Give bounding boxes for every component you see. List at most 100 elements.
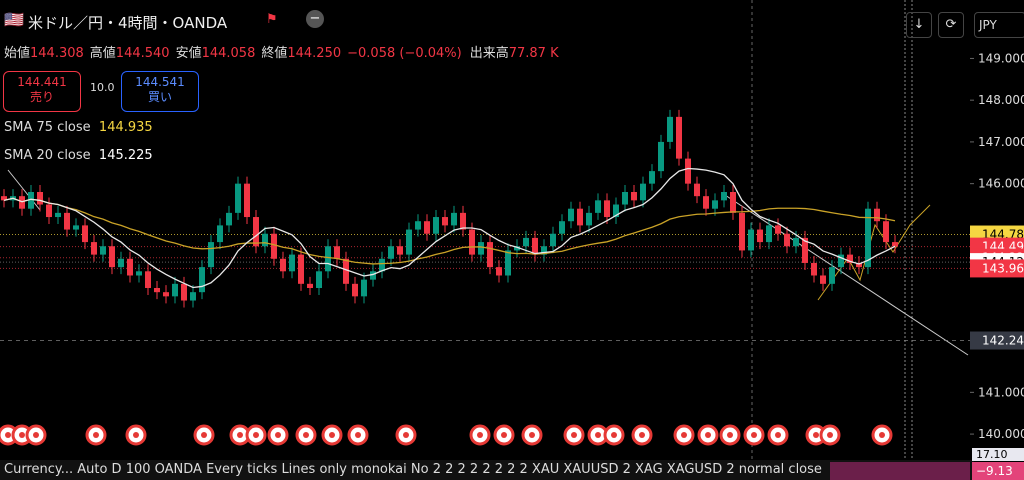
candle-body xyxy=(451,212,457,226)
candle-body xyxy=(397,246,403,255)
candle-body xyxy=(640,183,646,201)
candle-body xyxy=(496,267,502,276)
candle-body xyxy=(586,212,592,226)
candle-body xyxy=(577,208,583,226)
candle-body xyxy=(847,254,853,263)
y-tick-label: 149.000 xyxy=(978,51,1024,65)
scroll-button[interactable]: ↓ xyxy=(906,12,932,38)
candle-body xyxy=(748,229,754,251)
event-flag-center xyxy=(275,432,281,438)
candle-body xyxy=(595,200,601,213)
sell-button[interactable]: 144.441 売り xyxy=(3,71,81,112)
event-flag-center xyxy=(477,432,483,438)
volume: 77.87 K xyxy=(508,46,559,61)
candle-body xyxy=(883,221,889,243)
candle-body xyxy=(37,192,43,205)
candle-body xyxy=(28,192,34,209)
candle-body xyxy=(280,258,286,272)
pnl: −9.13 xyxy=(972,462,1024,480)
event-flag-center xyxy=(201,432,207,438)
candle-body xyxy=(352,283,358,297)
collapse-button[interactable]: − xyxy=(306,10,324,28)
candle-body xyxy=(325,246,331,272)
candle-body xyxy=(406,229,412,255)
event-flag-center xyxy=(133,432,139,438)
candle-body xyxy=(784,233,790,247)
event-flag-center xyxy=(33,432,39,438)
candle-body xyxy=(100,246,106,255)
candle-body xyxy=(307,283,313,288)
candle-body xyxy=(775,225,781,234)
currency-select[interactable]: JPY xyxy=(974,12,1024,38)
candle-body xyxy=(703,196,709,209)
candle-body xyxy=(820,275,826,284)
candle-body xyxy=(568,208,574,222)
candle-body xyxy=(523,237,529,247)
candle-body xyxy=(190,292,196,301)
candle-body xyxy=(334,246,340,259)
event-flag-center xyxy=(727,432,733,438)
alert-flag[interactable]: ⚑ xyxy=(266,12,278,27)
buy-price: 144.541 xyxy=(135,75,185,89)
candle-body xyxy=(163,292,169,297)
volume-label: 出来高 xyxy=(469,46,509,61)
event-flag-center xyxy=(571,432,577,438)
event-flag-center xyxy=(403,432,409,438)
candle-body xyxy=(631,192,637,201)
candle-body xyxy=(514,246,520,251)
candle-body xyxy=(172,283,178,297)
candle-body xyxy=(235,183,241,213)
trend-line xyxy=(724,194,969,356)
y-tick-label: 141.000 xyxy=(978,385,1024,399)
y-tick-label: 148.000 xyxy=(978,93,1024,107)
symbol: 米ドル／円・4時間・OANDA xyxy=(28,14,228,32)
candle-body xyxy=(667,116,673,142)
candle-body xyxy=(370,271,376,280)
candle-body xyxy=(82,225,88,243)
event-flag-center xyxy=(5,432,11,438)
ohlc-label: 始値 xyxy=(4,46,31,61)
candle-body xyxy=(865,208,871,268)
candle-body xyxy=(541,246,547,255)
reset-button[interactable]: ⟳ xyxy=(938,12,964,38)
candle-body xyxy=(469,229,475,255)
candle-body xyxy=(289,254,295,272)
candle-body xyxy=(217,225,223,243)
candle-body xyxy=(487,242,493,268)
candle-body xyxy=(622,192,628,205)
sell-price: 144.441 xyxy=(17,75,67,89)
event-flag-center xyxy=(751,432,757,438)
candle-body xyxy=(226,212,232,226)
candle-body xyxy=(253,217,259,247)
candle-body xyxy=(145,271,151,288)
event-flag-center xyxy=(529,432,535,438)
candle-body xyxy=(424,221,430,234)
candle-body xyxy=(316,271,322,288)
status-bar: Currency... Auto D 100 OANDA Every ticks… xyxy=(0,460,974,480)
candle-body xyxy=(361,279,367,297)
buy-button[interactable]: 144.541 買い xyxy=(121,71,199,112)
y-tick-label: 147.000 xyxy=(978,135,1024,149)
candle-body xyxy=(829,267,835,284)
event-flag-center xyxy=(237,432,243,438)
candle-body xyxy=(766,225,772,243)
candle-body xyxy=(127,258,133,276)
candle-body xyxy=(379,258,385,272)
candle-body xyxy=(343,258,349,284)
candle-body xyxy=(109,246,115,268)
candle-body xyxy=(73,225,79,230)
candle-body xyxy=(19,196,25,209)
flag-icon: 🇺🇸 xyxy=(4,10,24,29)
ohlc-value: 144.250 xyxy=(287,46,342,61)
candle-body xyxy=(1,196,7,201)
candle-body xyxy=(415,221,421,230)
ohlc-row: 始値144.308 高値144.540 安値144.058 終値144.250 −0.0… xyxy=(4,42,559,61)
candle-body xyxy=(712,200,718,209)
indicator-name: SMA 75 close xyxy=(4,120,91,135)
candle-body xyxy=(433,217,439,234)
ohlc-label: 安値 xyxy=(175,46,202,61)
candle-body xyxy=(658,141,664,172)
candle-body xyxy=(244,183,250,218)
candle-body xyxy=(649,171,655,184)
